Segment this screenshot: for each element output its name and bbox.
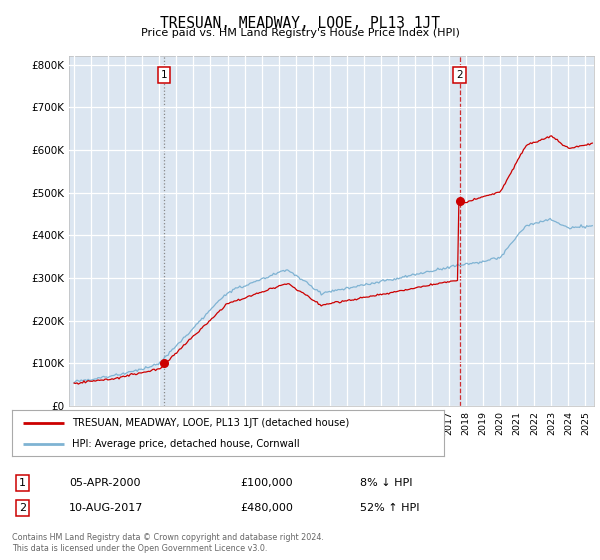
Text: £480,000: £480,000 <box>240 503 293 513</box>
Text: 8% ↓ HPI: 8% ↓ HPI <box>360 478 413 488</box>
Text: 05-APR-2000: 05-APR-2000 <box>69 478 140 488</box>
Text: 1: 1 <box>19 478 26 488</box>
Text: HPI: Average price, detached house, Cornwall: HPI: Average price, detached house, Corn… <box>73 439 300 449</box>
Text: 1: 1 <box>161 70 167 80</box>
Text: TRESUAN, MEADWAY, LOOE, PL13 1JT: TRESUAN, MEADWAY, LOOE, PL13 1JT <box>160 16 440 31</box>
Text: TRESUAN, MEADWAY, LOOE, PL13 1JT (detached house): TRESUAN, MEADWAY, LOOE, PL13 1JT (detach… <box>73 418 350 428</box>
Text: 2: 2 <box>456 70 463 80</box>
Text: Contains HM Land Registry data © Crown copyright and database right 2024.
This d: Contains HM Land Registry data © Crown c… <box>12 533 324 553</box>
Text: 52% ↑ HPI: 52% ↑ HPI <box>360 503 419 513</box>
Text: Price paid vs. HM Land Registry's House Price Index (HPI): Price paid vs. HM Land Registry's House … <box>140 28 460 38</box>
Text: £100,000: £100,000 <box>240 478 293 488</box>
Text: 10-AUG-2017: 10-AUG-2017 <box>69 503 143 513</box>
Text: 2: 2 <box>19 503 26 513</box>
